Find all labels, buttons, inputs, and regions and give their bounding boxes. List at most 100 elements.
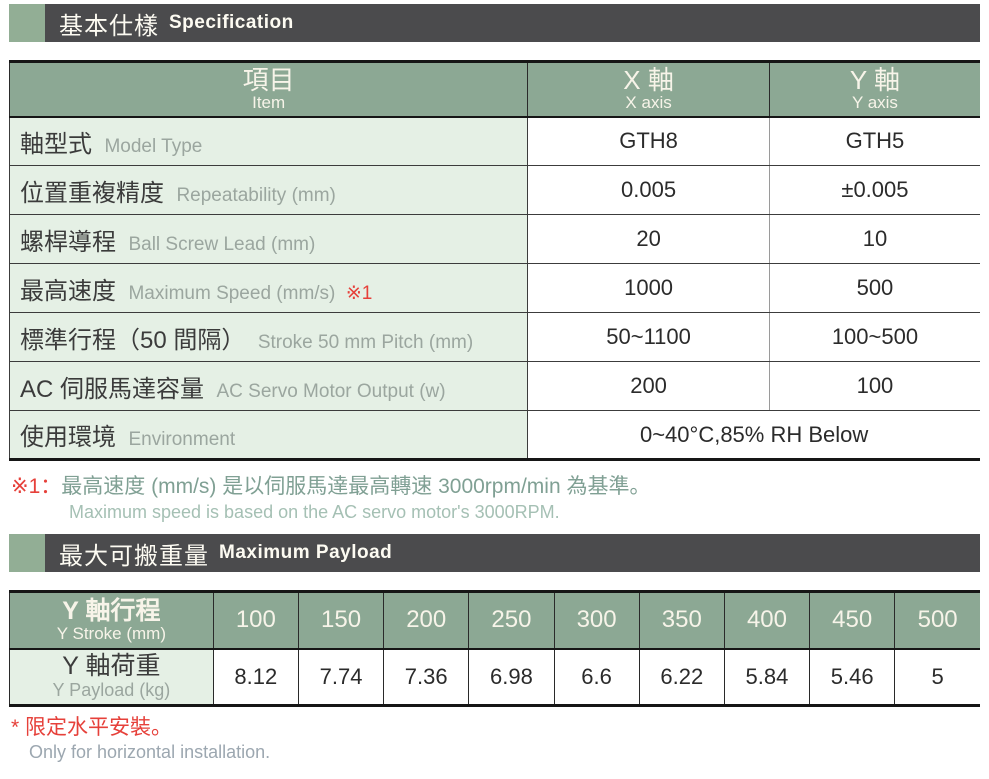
section-title-zh: 基本仕樣 xyxy=(59,12,159,40)
stroke-value: 300 xyxy=(553,591,640,650)
footnote-ref-marker: ※1 xyxy=(345,282,373,304)
footnote-zh-text: 最高速度 (mm/s) 是以伺服馬達最高轉速 3000rpm/min 為基準。 xyxy=(61,475,651,498)
header-x-zh: X 軸 xyxy=(623,64,674,95)
y-value: ±0.005 xyxy=(769,165,980,215)
row-label-zh: AC 伺服馬達容量 xyxy=(20,375,205,403)
y-payload-label: Y 軸荷重 Y Payload (kg) xyxy=(9,648,214,706)
row-label-en: Repeatability (mm) xyxy=(176,184,336,206)
stroke-value: 450 xyxy=(809,591,895,650)
x-value: 50~1100 xyxy=(527,312,770,362)
section-title-en: Maximum Payload xyxy=(219,542,393,563)
stroke-value: 500 xyxy=(894,591,980,650)
maximum-payload-table: Y 軸行程 Y Stroke (mm) 100 150 200 250 300 … xyxy=(9,590,980,707)
section-accent-square xyxy=(9,534,45,572)
stroke-value: 100 xyxy=(212,591,299,650)
footnote-zh-line: ※1：最高速度 (mm/s) 是以伺服馬達最高轉速 3000rpm/min 為基… xyxy=(11,474,980,500)
row-label-en: Stroke 50 mm Pitch (mm) xyxy=(257,331,474,353)
x-value: GTH8 xyxy=(527,116,770,166)
y-value: GTH5 xyxy=(769,116,980,166)
section-title-zh: 最大可搬重量 xyxy=(59,542,209,570)
row-label-zh: 使用環境 xyxy=(20,424,116,451)
y-stroke-zh: Y 軸行程 xyxy=(62,596,161,625)
y-value: 500 xyxy=(769,263,980,313)
header-y-en: Y axis xyxy=(851,92,898,112)
stroke-value: 150 xyxy=(297,591,384,650)
spec-header-row: 項目 Item X 軸 X axis Y 軸 Y axis xyxy=(8,61,980,118)
row-label-zh: 標準行程（50 間隔） xyxy=(20,326,246,354)
y-payload-zh: Y 軸荷重 xyxy=(62,652,161,681)
stroke-value: 350 xyxy=(638,591,725,650)
footnote-zh-text: 限定水平安裝。 xyxy=(25,716,173,739)
row-label: 位置重複精度 Repeatability (mm) xyxy=(8,165,529,215)
x-value: 1000 xyxy=(527,263,770,313)
x-value: 0.005 xyxy=(527,165,770,215)
row-label-zh: 位置重複精度 xyxy=(20,179,164,207)
y-value: 10 xyxy=(769,214,980,264)
header-item-zh: 項目 xyxy=(242,64,295,95)
footnote-zh-line: * 限定水平安裝。 xyxy=(11,715,980,741)
table-row-stroke: 標準行程（50 間隔） Stroke 50 mm Pitch (mm) 50~1… xyxy=(8,312,980,362)
row-label: 軸型式 Model Type xyxy=(8,116,529,166)
payload-data-row: Y 軸荷重 Y Payload (kg) 8.12 7.74 7.36 6.98… xyxy=(9,648,980,706)
footnote-en-text: Maximum speed is based on the AC servo m… xyxy=(69,502,560,522)
row-label-en: Model Type xyxy=(104,135,203,157)
payload-value: 5 xyxy=(894,648,980,706)
payload-value: 6.22 xyxy=(638,648,725,706)
row-label: 使用環境 Environment xyxy=(8,410,529,460)
payload-value: 7.74 xyxy=(297,648,384,706)
spec-header-x-axis: X 軸 X axis xyxy=(527,61,770,118)
payload-value: 6.98 xyxy=(468,648,554,706)
row-label: 最高速度 Maximum Speed (mm/s) ※1 xyxy=(8,263,529,313)
payload-header-row: Y 軸行程 Y Stroke (mm) 100 150 200 250 300 … xyxy=(9,591,980,650)
spec-header-y-axis: Y 軸 Y axis xyxy=(768,61,980,118)
table-row-repeatability: 位置重複精度 Repeatability (mm) 0.005 ±0.005 xyxy=(8,165,980,215)
row-label-en: Environment xyxy=(128,429,236,450)
row-label-zh: 螺桿導程 xyxy=(20,228,116,256)
row-label: 螺桿導程 Ball Screw Lead (mm) xyxy=(8,214,529,264)
header-x-en: X axis xyxy=(625,92,672,112)
header-y-zh: Y 軸 xyxy=(849,64,900,95)
payload-value: 6.6 xyxy=(553,648,640,706)
y-stroke-en: Y Stroke (mm) xyxy=(56,623,166,643)
table-row-environment: 使用環境 Environment 0~40°C,85% RH Below xyxy=(8,410,980,460)
section-header-specification: 基本仕樣 Specification xyxy=(9,4,980,42)
footnote-en-text: Only for horizontal installation. xyxy=(29,742,271,762)
row-label: AC 伺服馬達容量 AC Servo Motor Output (w) xyxy=(8,361,529,411)
section-title-bar: 最大可搬重量 Maximum Payload xyxy=(45,534,980,572)
table-row-ball-screw-lead: 螺桿導程 Ball Screw Lead (mm) 20 10 xyxy=(8,214,980,264)
payload-value: 5.84 xyxy=(723,648,810,706)
footnote-horizontal-installation: * 限定水平安裝。 Only for horizontal installati… xyxy=(9,715,980,764)
table-row-maximum-speed: 最高速度 Maximum Speed (mm/s) ※1 1000 500 xyxy=(8,263,980,313)
spec-header-item: 項目 Item xyxy=(8,61,528,118)
header-item-en: Item xyxy=(252,92,286,112)
row-label: 標準行程（50 間隔） Stroke 50 mm Pitch (mm) xyxy=(8,312,529,362)
row-label-en: Maximum Speed (mm/s) xyxy=(128,282,336,304)
payload-value: 8.12 xyxy=(212,648,299,706)
section-accent-square xyxy=(9,4,45,42)
y-stroke-header: Y 軸行程 Y Stroke (mm) xyxy=(9,591,214,650)
footnote-max-speed: ※1：最高速度 (mm/s) 是以伺服馬達最高轉速 3000rpm/min 為基… xyxy=(9,474,980,524)
table-row-servo-motor-output: AC 伺服馬達容量 AC Servo Motor Output (w) 200 … xyxy=(8,361,980,411)
x-value: 20 xyxy=(527,214,770,264)
section-title-bar: 基本仕樣 Specification xyxy=(45,4,980,42)
y-payload-en: Y Payload (kg) xyxy=(52,680,171,701)
section-title-en: Specification xyxy=(169,12,294,33)
y-value: 100~500 xyxy=(769,312,980,362)
payload-value: 7.36 xyxy=(383,648,469,706)
y-value: 100 xyxy=(769,361,980,411)
row-label-en: AC Servo Motor Output (w) xyxy=(216,380,446,402)
row-label-zh: 最高速度 xyxy=(20,277,116,305)
stroke-value: 400 xyxy=(723,591,810,650)
footnote-marker: * xyxy=(11,716,20,739)
row-label-en: Ball Screw Lead (mm) xyxy=(128,233,316,255)
x-value: 200 xyxy=(527,361,770,411)
table-row-model-type: 軸型式 Model Type GTH8 GTH5 xyxy=(8,116,980,166)
footnote-marker: ※1： xyxy=(11,475,62,498)
section-header-maximum-payload: 最大可搬重量 Maximum Payload xyxy=(9,534,980,572)
payload-value: 5.46 xyxy=(809,648,895,706)
stroke-value: 200 xyxy=(383,591,469,650)
stroke-value: 250 xyxy=(468,591,554,650)
specification-table: 項目 Item X 軸 X axis Y 軸 Y axis 軸型式 Model … xyxy=(8,60,980,461)
row-label-zh: 軸型式 xyxy=(20,130,92,158)
